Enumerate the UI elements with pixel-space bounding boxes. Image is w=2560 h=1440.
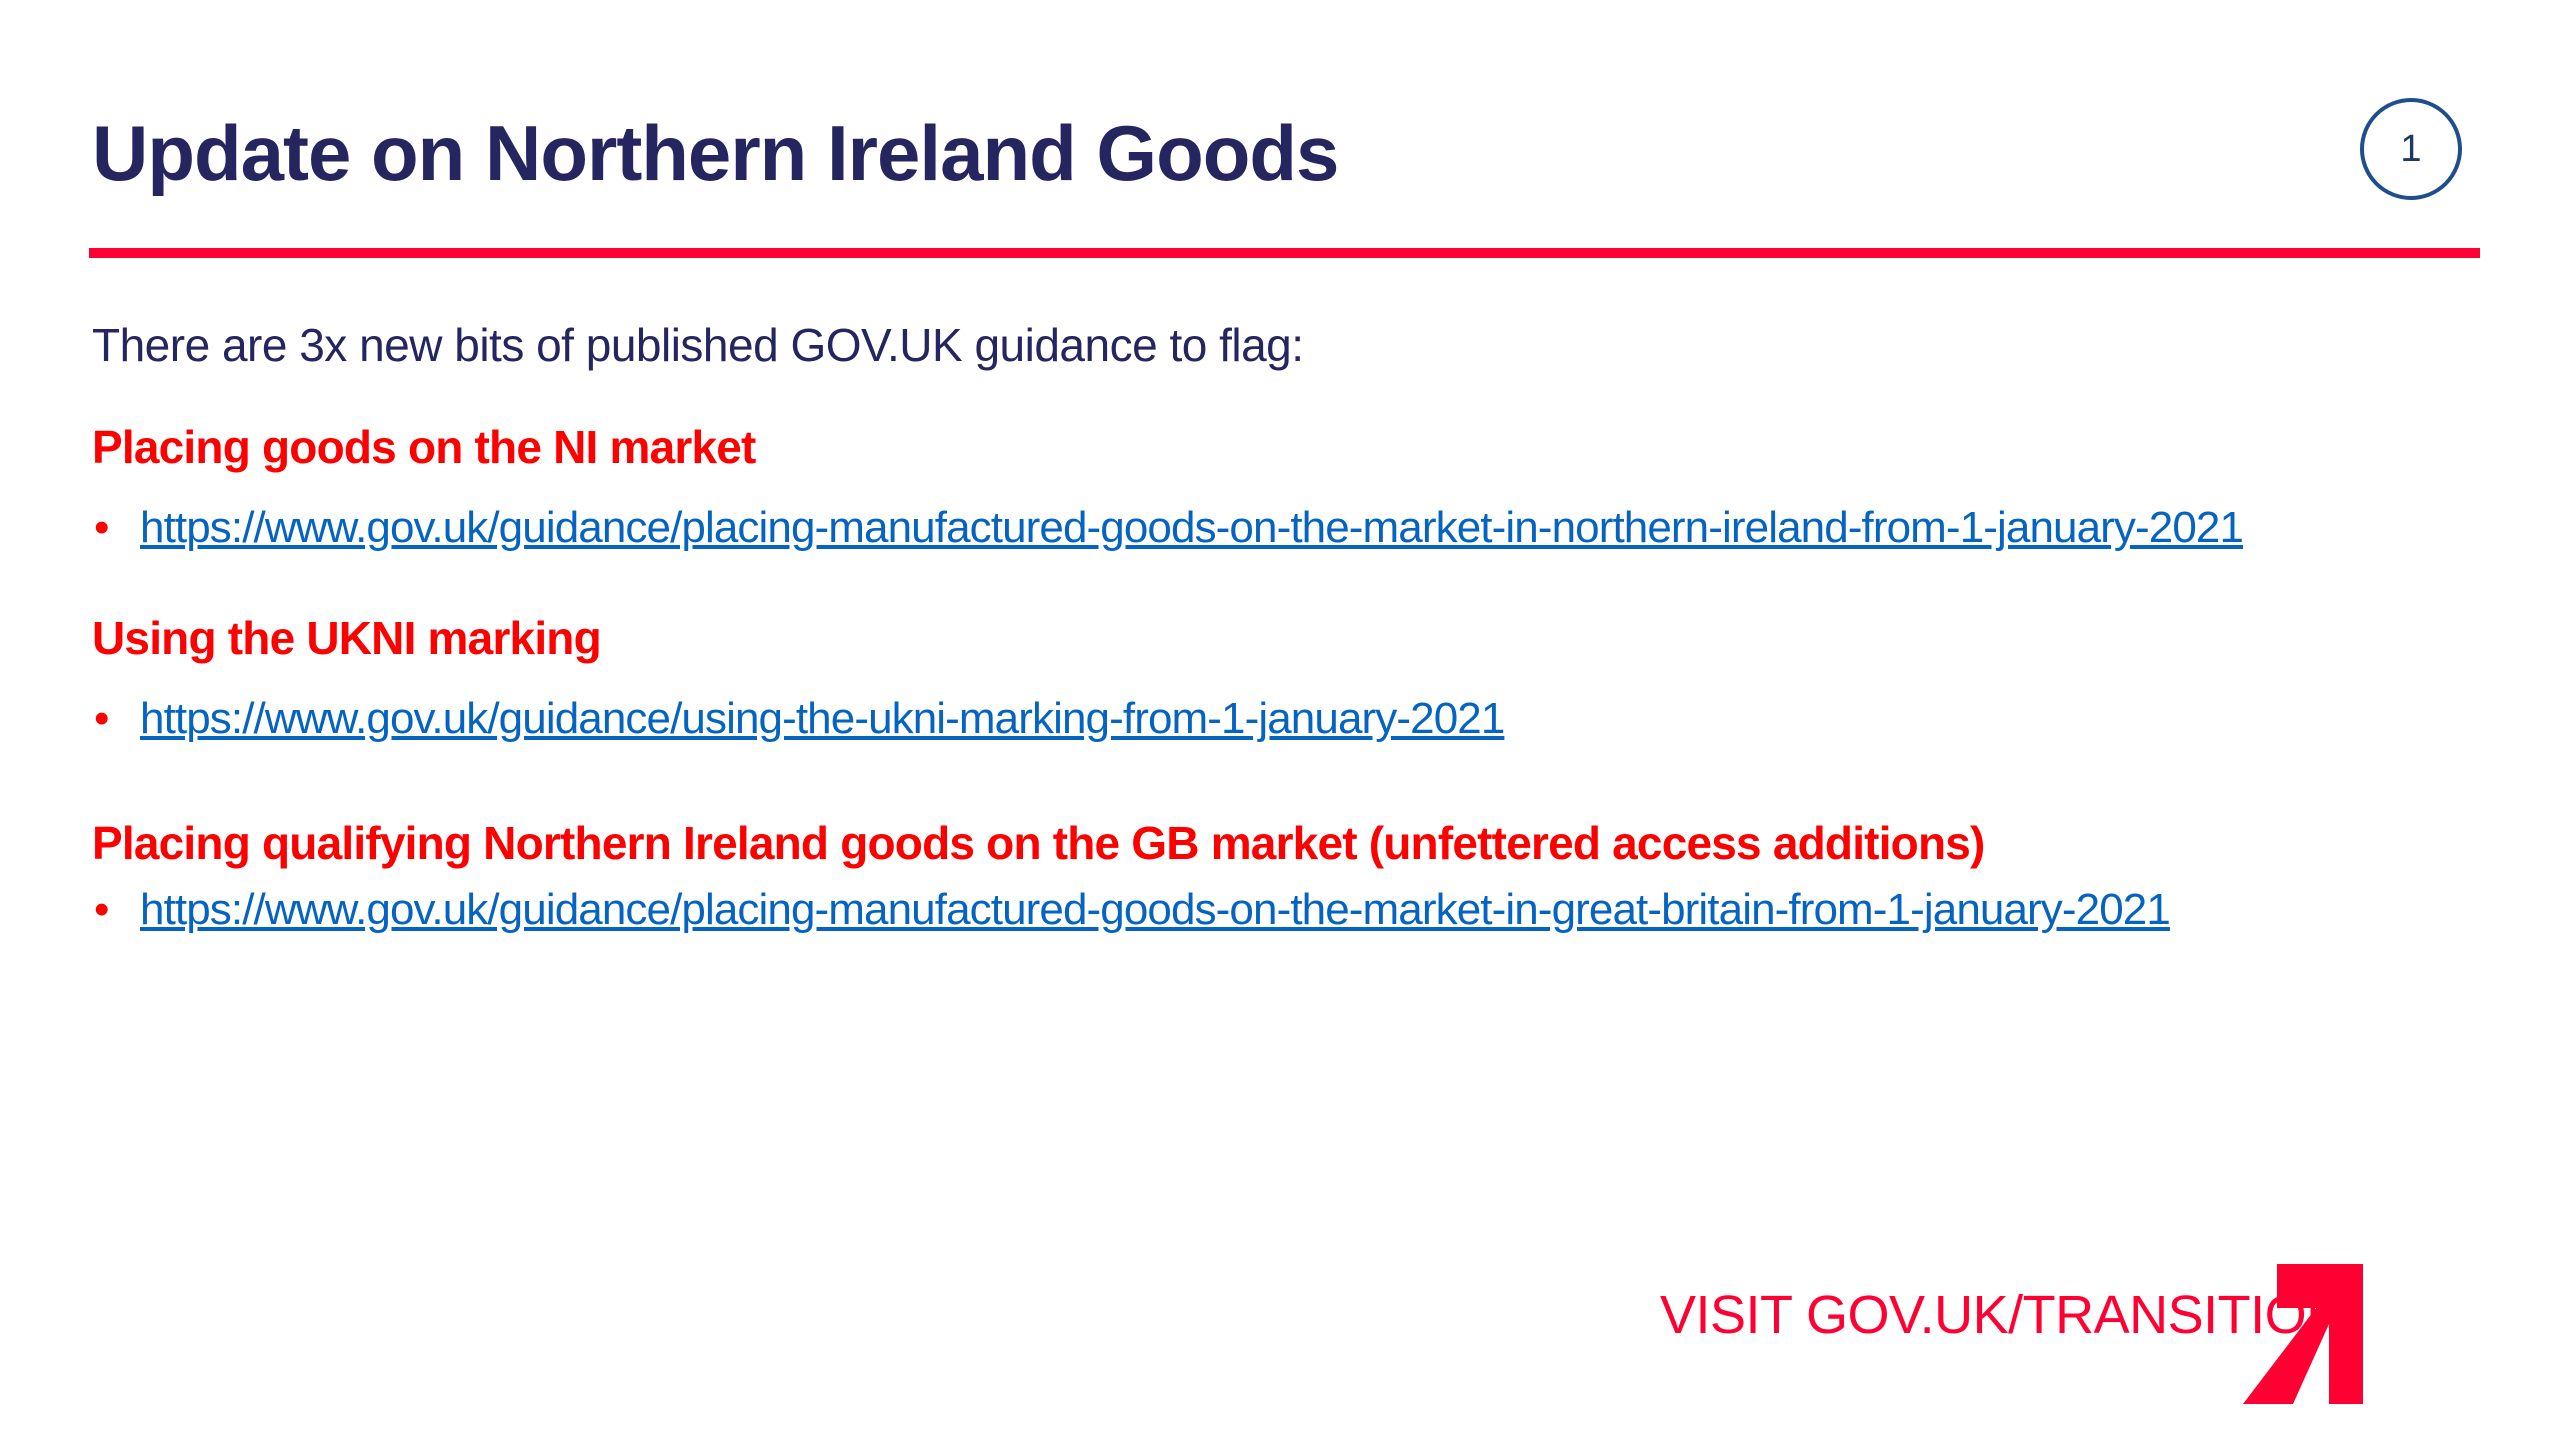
title-divider xyxy=(89,248,2480,258)
slide-content: There are 3x new bits of published GOV.U… xyxy=(92,318,2342,993)
section-heading: Using the UKNI marking xyxy=(92,612,602,664)
page-title: Update on Northern Ireland Goods xyxy=(92,109,1339,197)
link-list: https://www.gov.uk/guidance/placing-manu… xyxy=(92,874,2342,945)
visit-transition-text: VISIT GOV.UK/TRANSITION xyxy=(1660,1285,2345,1345)
guidance-link[interactable]: https://www.gov.uk/guidance/using-the-uk… xyxy=(140,694,1505,743)
guidance-link[interactable]: https://www.gov.uk/guidance/placing-manu… xyxy=(140,885,2171,934)
page-number-badge: 1 xyxy=(2360,98,2462,200)
guidance-link[interactable]: https://www.gov.uk/guidance/placing-manu… xyxy=(140,503,2244,552)
list-item: https://www.gov.uk/guidance/placing-manu… xyxy=(92,874,2342,945)
section-heading: Placing qualifying Northern Ireland good… xyxy=(92,817,1985,869)
page-number: 1 xyxy=(2400,127,2422,170)
transition-arrow-icon xyxy=(2243,1264,2363,1404)
link-list: https://www.gov.uk/guidance/using-the-uk… xyxy=(92,683,2342,754)
intro-text: There are 3x new bits of published GOV.U… xyxy=(92,319,1304,371)
link-list: https://www.gov.uk/guidance/placing-manu… xyxy=(92,492,2342,563)
list-item: https://www.gov.uk/guidance/placing-manu… xyxy=(92,492,2342,563)
list-item: https://www.gov.uk/guidance/using-the-uk… xyxy=(92,683,2342,754)
section-heading: Placing goods on the NI market xyxy=(92,421,756,473)
